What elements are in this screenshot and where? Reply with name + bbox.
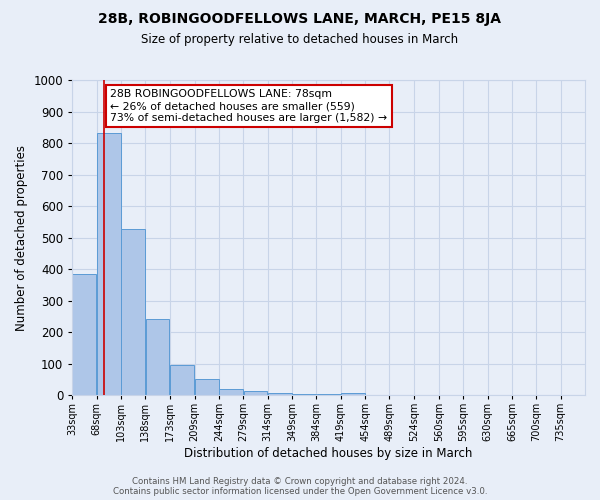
Text: Size of property relative to detached houses in March: Size of property relative to detached ho… <box>142 32 458 46</box>
Text: 28B, ROBINGOODFELLOWS LANE, MARCH, PE15 8JA: 28B, ROBINGOODFELLOWS LANE, MARCH, PE15 … <box>98 12 502 26</box>
Bar <box>219 389 243 395</box>
Bar <box>195 379 219 395</box>
X-axis label: Distribution of detached houses by size in March: Distribution of detached houses by size … <box>184 447 473 460</box>
Y-axis label: Number of detached properties: Number of detached properties <box>15 144 28 330</box>
Text: 28B ROBINGOODFELLOWS LANE: 78sqm
← 26% of detached houses are smaller (559)
73% : 28B ROBINGOODFELLOWS LANE: 78sqm ← 26% o… <box>110 90 388 122</box>
Bar <box>268 393 292 395</box>
Bar <box>292 394 316 395</box>
Text: Contains HM Land Registry data © Crown copyright and database right 2024.: Contains HM Land Registry data © Crown c… <box>132 477 468 486</box>
Bar <box>341 393 365 395</box>
Bar <box>121 228 145 395</box>
Bar <box>170 365 194 395</box>
Bar <box>244 392 268 395</box>
Bar <box>317 394 341 395</box>
Bar <box>73 274 96 395</box>
Bar <box>97 134 121 395</box>
Text: Contains public sector information licensed under the Open Government Licence v3: Contains public sector information licen… <box>113 487 487 496</box>
Bar <box>146 320 169 395</box>
